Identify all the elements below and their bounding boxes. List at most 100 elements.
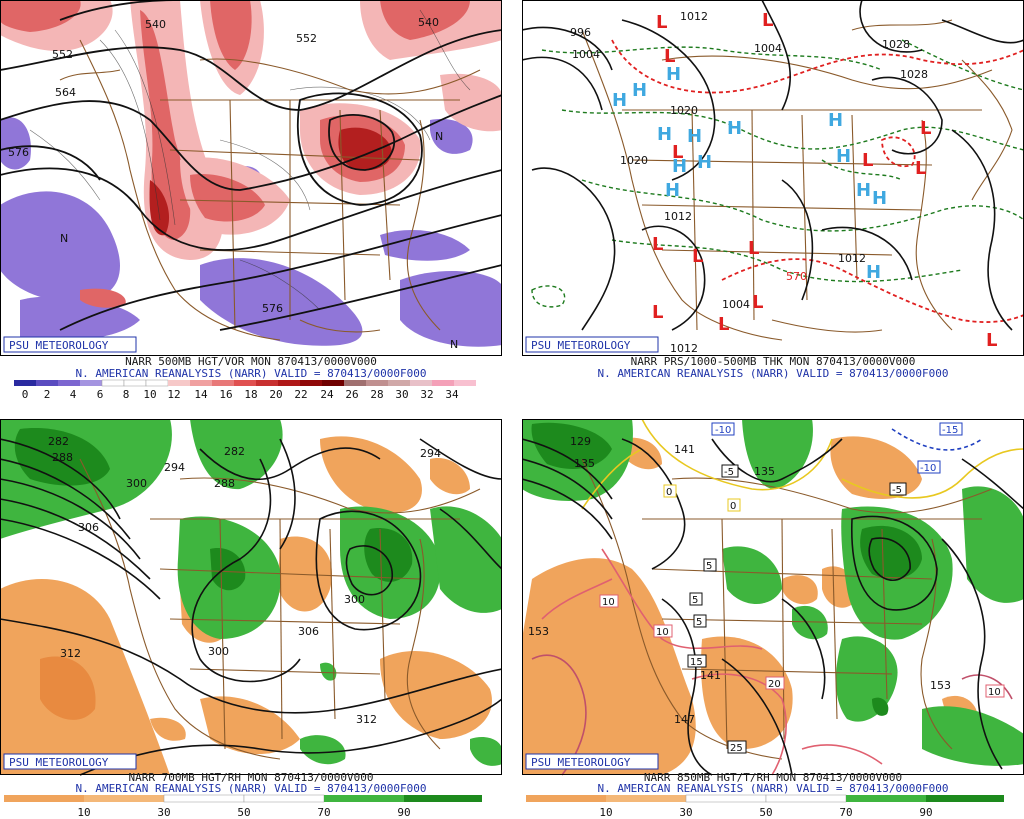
low-pressure-markers: L L L L L L L L L L L L L L — [652, 10, 997, 351]
svg-text:-10: -10 — [920, 463, 936, 474]
svg-text:50: 50 — [237, 806, 250, 819]
svg-text:153: 153 — [930, 679, 951, 692]
low-marker: L — [915, 158, 926, 179]
low-marker: L — [986, 330, 997, 351]
svg-text:1004: 1004 — [722, 298, 750, 311]
svg-text:50: 50 — [759, 806, 772, 819]
svg-text:10: 10 — [656, 627, 669, 638]
svg-text:10: 10 — [143, 388, 156, 400]
svg-text:135: 135 — [574, 457, 595, 470]
svg-text:306: 306 — [78, 521, 99, 534]
caption-line-2: N. AMERICAN REANALYSIS (NARR) VALID = 87… — [598, 367, 949, 380]
temperature-labels: -10 -5 -5 -10 -15 0 0 5 5 5 10 10 15 20 … — [599, 422, 1005, 754]
svg-text:1012: 1012 — [670, 342, 698, 355]
svg-text:15: 15 — [690, 657, 703, 668]
svg-text:141: 141 — [700, 669, 721, 682]
caption-line-2: N. AMERICAN REANALYSIS (NARR) VALID = 87… — [598, 782, 949, 795]
geographic-borders — [79, 458, 481, 760]
svg-text:14: 14 — [194, 388, 208, 400]
contour-label: 552 — [296, 32, 317, 45]
svg-text:24: 24 — [320, 388, 334, 400]
brand-box: PSU METEOROLOGY — [525, 336, 659, 353]
svg-text:5: 5 — [696, 617, 702, 628]
svg-text:34: 34 — [445, 388, 459, 400]
svg-text:147: 147 — [674, 713, 695, 726]
svg-text:141: 141 — [674, 443, 695, 456]
svg-text:300: 300 — [126, 477, 147, 490]
high-marker: H — [657, 124, 672, 145]
svg-text:1028: 1028 — [900, 68, 928, 81]
panel-pressure-thickness: 1012 996 1004 1004 1028 1020 1020 1028 1… — [522, 0, 1024, 400]
high-marker: H — [697, 152, 712, 173]
panel-700mb-rh: 282 288 294 282 288 300 306 294 300 306 … — [0, 419, 502, 819]
very-moist-areas — [531, 422, 922, 716]
brand-label: PSU METEOROLOGY — [531, 756, 631, 769]
rh-colorbar — [526, 794, 1004, 803]
geographic-borders — [581, 458, 993, 760]
low-marker: L — [748, 238, 759, 259]
height-labels: 129 135 141 135 153 147 153 141 — [528, 435, 951, 726]
svg-text:570: 570 — [786, 270, 807, 283]
svg-text:4: 4 — [70, 388, 77, 400]
high-marker: H — [632, 80, 647, 101]
caption-line-1: NARR 700MB HGT/RH MON 870413/0000V000 — [128, 771, 373, 784]
svg-text:312: 312 — [60, 647, 81, 660]
svg-text:10: 10 — [599, 806, 612, 819]
svg-text:996: 996 — [570, 26, 591, 39]
contour-label: 552 — [52, 48, 73, 61]
svg-text:12: 12 — [167, 388, 180, 400]
svg-text:70: 70 — [839, 806, 852, 819]
svg-text:-5: -5 — [892, 485, 902, 496]
svg-text:-10: -10 — [715, 425, 731, 436]
high-marker: H — [872, 188, 887, 209]
contour-label: 576 — [8, 146, 29, 159]
map-850mb: 129 135 141 135 153 147 153 141 -10 -5 -… — [522, 419, 1024, 819]
brand-box: PSU METEOROLOGY — [3, 336, 137, 353]
svg-text:30: 30 — [679, 806, 692, 819]
svg-text:0: 0 — [666, 487, 672, 498]
contour-label: N — [60, 232, 68, 245]
contour-label: 540 — [418, 16, 439, 29]
svg-text:1004: 1004 — [572, 48, 600, 61]
high-marker: H — [856, 180, 871, 201]
contour-label: 576 — [262, 302, 283, 315]
svg-text:1012: 1012 — [680, 10, 708, 23]
svg-text:28: 28 — [370, 388, 383, 400]
brand-box: PSU METEOROLOGY — [525, 753, 659, 770]
panel-500mb-vorticity: 540 552 564 576 576 540 552 N N N PSU ME… — [0, 0, 502, 400]
contour-label: N — [450, 338, 458, 351]
svg-text:282: 282 — [224, 445, 245, 458]
svg-text:32: 32 — [420, 388, 433, 400]
contour-labels: 282 288 294 282 288 300 306 294 300 306 … — [48, 435, 441, 726]
rh-colorbar — [4, 794, 482, 803]
svg-text:153: 153 — [528, 625, 549, 638]
svg-text:10: 10 — [77, 806, 90, 819]
low-marker: L — [656, 12, 667, 33]
svg-text:-15: -15 — [942, 425, 958, 436]
svg-text:0: 0 — [730, 501, 736, 512]
low-marker: L — [692, 246, 703, 267]
caption-line-2: N. AMERICAN REANALYSIS (NARR) VALID = 87… — [76, 367, 427, 380]
svg-text:129: 129 — [570, 435, 591, 448]
svg-text:1020: 1020 — [620, 154, 648, 167]
low-marker: L — [718, 314, 729, 335]
caption-line-1: NARR 850MB HGT/T/RH MON 870413/0000V000 — [644, 771, 902, 784]
svg-text:30: 30 — [157, 806, 170, 819]
high-marker: H — [666, 64, 681, 85]
height-contours — [522, 438, 1024, 776]
vorticity-colorbar — [14, 379, 476, 387]
svg-text:30: 30 — [395, 388, 408, 400]
svg-text:300: 300 — [208, 645, 229, 658]
low-marker: L — [652, 234, 663, 255]
high-marker: H — [687, 126, 702, 147]
map-700mb: 282 288 294 282 288 300 306 294 300 306 … — [0, 419, 502, 819]
low-marker: L — [652, 302, 663, 323]
geographic-borders — [581, 19, 1013, 341]
svg-text:-5: -5 — [724, 467, 734, 478]
svg-text:20: 20 — [269, 388, 282, 400]
brand-box: PSU METEOROLOGY — [3, 753, 137, 770]
svg-text:5: 5 — [706, 561, 712, 572]
temperature-contours — [531, 419, 1024, 776]
high-pressure-markers: H H H H H H H H H H H H H H — [612, 64, 887, 283]
high-marker: H — [828, 110, 843, 131]
